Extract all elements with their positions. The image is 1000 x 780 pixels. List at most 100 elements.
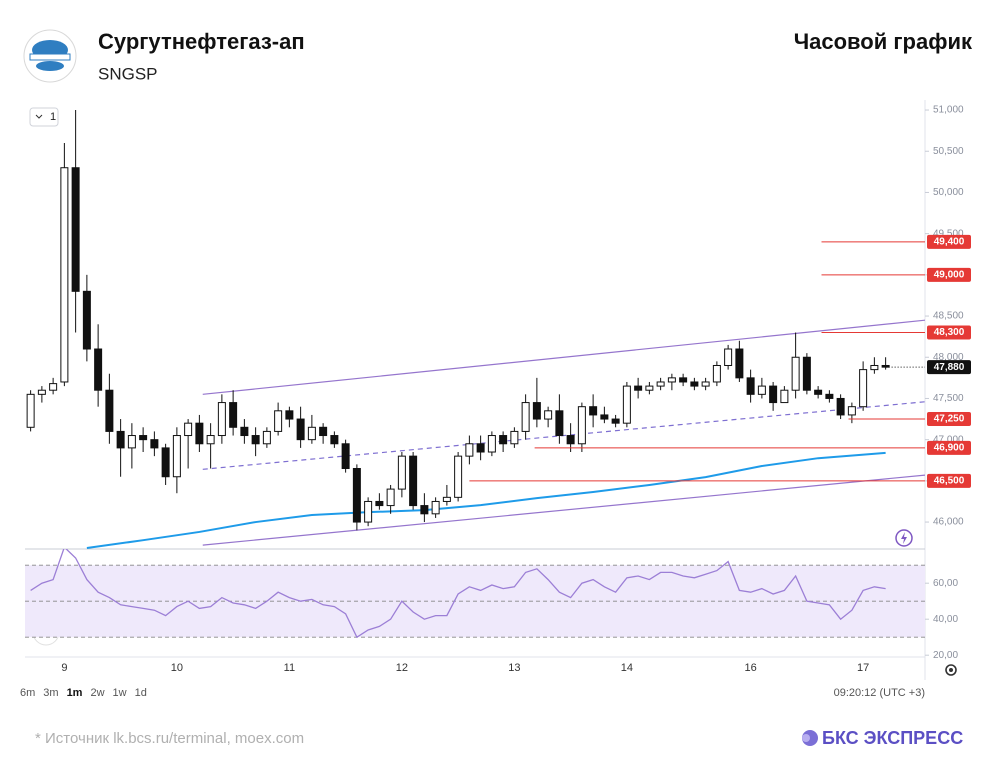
candle-body [510,430,519,445]
range-button[interactable]: 1m [67,687,83,699]
range-button[interactable]: 1d [135,687,147,699]
candle-body [622,385,631,424]
y-tick-label: 46,000 [933,517,964,528]
candle-body [780,389,789,404]
y-tick-label: 49,500 [933,228,964,239]
chart-kind: Часовой график [794,29,973,54]
brand: БКС ЭКСПРЕСС [822,728,963,748]
candle-body [150,439,159,449]
y-tick-label: 20,00 [933,650,958,661]
candle-body [341,443,350,469]
candle-body [307,426,316,441]
candle-body [589,406,598,416]
candle-body [566,435,575,445]
candle-body [172,435,181,478]
candle-body [521,402,530,432]
candle-body [296,418,305,441]
candle-body [364,500,373,523]
candle-body [735,348,744,379]
candle-body [49,383,58,391]
range-button[interactable]: 3m [43,687,58,699]
candle-body [206,435,215,445]
y-tick-label: 47,000 [933,434,964,445]
brand-logo [802,730,818,746]
x-tick-label: 14 [621,662,633,674]
candle-body [825,393,834,399]
candle-body [814,389,823,395]
candle-body [105,389,114,432]
candle-body [600,414,609,420]
candle-body [836,397,845,416]
candle-body [431,500,440,515]
x-tick-label: 12 [396,662,408,674]
candle-body [499,435,508,445]
candle-body [859,369,868,408]
candle-body [352,467,361,523]
candle-body [184,422,193,437]
candle-body [409,455,418,507]
candle-body [195,422,204,445]
level-label: 47,250 [934,414,965,425]
y-tick-label: 40,00 [933,614,958,625]
candle-body [285,410,294,420]
level-label-bg [927,234,971,249]
last-price-label: 47,880 [934,362,965,373]
candle-body [476,443,485,453]
candle-body [645,385,654,391]
range-button[interactable]: 2w [90,687,104,699]
candle-body [634,385,643,391]
candle-body [127,435,136,449]
level-label: 49,000 [934,269,965,280]
candle-body [465,443,474,457]
candle-body [487,435,496,453]
candle-body [240,426,249,437]
settings-icon[interactable] [945,664,957,676]
lightning-icon[interactable] [895,529,913,547]
level-label: 49,400 [934,237,965,248]
candle-body [229,402,238,428]
level-label-bg [927,267,971,282]
rsi-line [30,549,886,639]
trendline [202,474,925,546]
candle-body [870,364,879,371]
interval-button[interactable] [29,107,59,127]
y-tick-label: 48,500 [933,311,964,322]
candle-body [37,389,46,395]
source: * Источник lk.bcs.ru/terminal, moex.com [35,730,304,747]
candle-body [82,290,91,350]
candle-body [544,410,553,420]
candle-body [217,402,226,437]
candle-body [532,402,541,420]
x-tick-label: 16 [745,662,757,674]
x-tick-label: 9 [61,662,67,674]
candle-body [769,385,778,404]
trendline [202,319,925,395]
y-tick-label: 47,500 [933,393,964,404]
level-label-bg [927,412,971,427]
candle-body [330,435,339,445]
last-price-bg [927,360,971,375]
title: Сургутнефтегаз-ап [98,29,305,54]
y-tick-label: 48,000 [933,352,964,363]
clock: 09:20:12 (UTC +3) [834,687,925,699]
y-tick-label: 50,000 [933,187,964,198]
y-tick-label: 50,500 [933,146,964,157]
candle-body [454,455,463,498]
level-label-bg [927,440,971,455]
candle-body [420,505,429,515]
candle-body [577,406,586,445]
range-button[interactable]: 1w [113,687,127,699]
candle-body [116,430,125,449]
level-label: 46,500 [934,475,965,486]
candle-body [26,393,35,428]
ticker: SNGSP [98,64,158,83]
candle-body [679,377,688,383]
logo [23,29,77,83]
candle-body [802,356,811,391]
candle-body [442,496,451,502]
range-button[interactable]: 6m [20,687,35,699]
level-label-bg [927,325,971,340]
candle-body [757,385,766,395]
candle-body [690,381,699,387]
